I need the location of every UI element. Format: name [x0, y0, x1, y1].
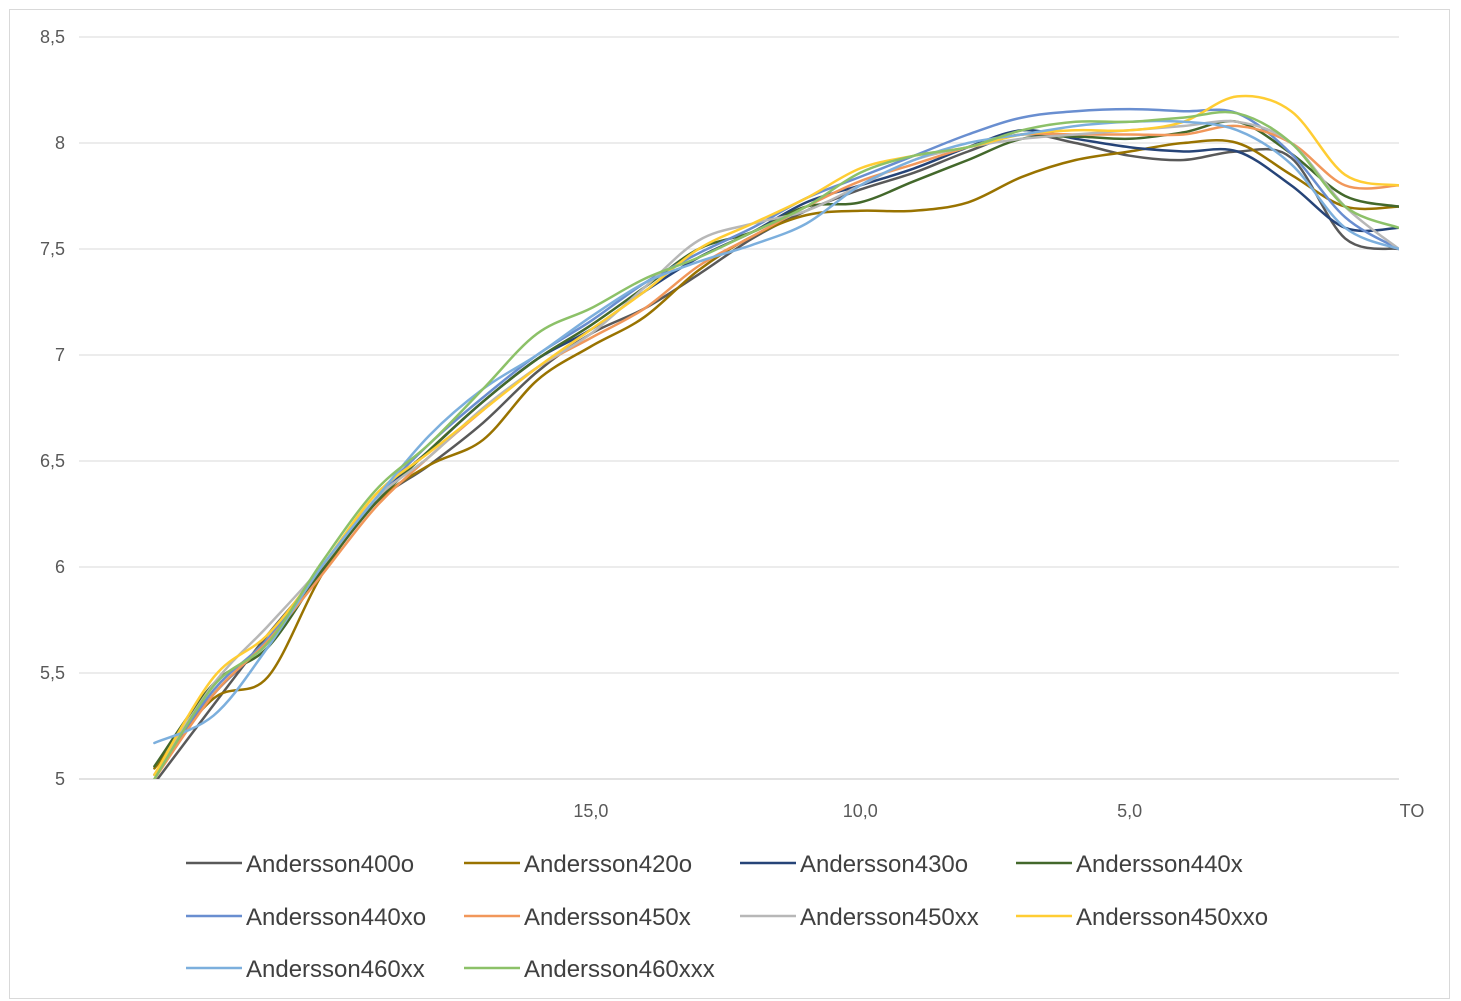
x-tick-label: 10,0	[843, 801, 878, 821]
legend-item: Andersson450x	[464, 904, 691, 931]
legend-label: Andersson430o	[800, 851, 968, 878]
series-line-andersson450xx	[153, 119, 1399, 777]
legend-item: Andersson400o	[186, 851, 414, 878]
legend-item: Andersson430o	[740, 851, 968, 878]
series-line-andersson440xo	[153, 107, 1399, 777]
legend-label: Andersson460xxx	[524, 956, 715, 983]
y-tick-label: 6,5	[40, 451, 65, 471]
series-lines	[153, 94, 1399, 779]
y-tick-label: 8,5	[40, 27, 65, 47]
legend-item: Andersson460xx	[186, 956, 425, 983]
legend-item: Andersson440x	[1016, 851, 1243, 878]
chart-area: 8,5 8 7,5 7 6,5 6 5,5 5 15,0 10,0 5,0 TO Andersson…	[9, 9, 1450, 999]
y-tick-label: 7,5	[40, 239, 65, 259]
y-tick-label: 6	[55, 557, 65, 577]
legend-label: Andersson420o	[524, 851, 692, 878]
x-tick-label: TO	[1400, 801, 1425, 821]
series-line-andersson430o	[153, 128, 1399, 777]
x-tick-label: 5,0	[1117, 801, 1142, 821]
legend-label: Andersson450xxo	[1076, 904, 1268, 931]
series-line-andersson460xxx	[153, 110, 1399, 779]
series-line-andersson400o	[156, 133, 1399, 779]
legend: Andersson400o Andersson420o Andersson430o A…	[186, 851, 1268, 983]
legend-item: Andersson440xo	[186, 904, 426, 931]
legend-label: Andersson460xx	[246, 956, 425, 983]
x-tick-label: 15,0	[573, 801, 608, 821]
line-chart: 8,5 8 7,5 7 6,5 6 5,5 5 15,0 10,0 5,0 TO Andersson…	[40, 27, 1424, 983]
y-axis-ticks: 8,5 8 7,5 7 6,5 6 5,5 5	[40, 27, 65, 789]
legend-item: Andersson460xxx	[464, 956, 715, 983]
legend-item: Andersson450xx	[740, 904, 979, 931]
legend-item: Andersson420o	[464, 851, 692, 878]
y-tick-label: 5	[55, 769, 65, 789]
x-axis-ticks: 15,0 10,0 5,0 TO	[573, 801, 1424, 821]
legend-item: Andersson450xxo	[1016, 904, 1268, 931]
y-tick-label: 7	[55, 345, 65, 365]
legend-label: Andersson450x	[524, 904, 691, 931]
legend-label: Andersson440x	[1076, 851, 1243, 878]
y-tick-label: 8	[55, 133, 65, 153]
legend-label: Andersson450xx	[800, 904, 979, 931]
series-line-andersson460xx	[153, 119, 1399, 745]
y-tick-label: 5,5	[40, 663, 65, 683]
series-line-andersson420o	[153, 139, 1399, 770]
legend-label: Andersson440xo	[246, 904, 426, 931]
series-line-andersson450x	[153, 124, 1399, 779]
legend-label: Andersson400o	[246, 851, 414, 878]
